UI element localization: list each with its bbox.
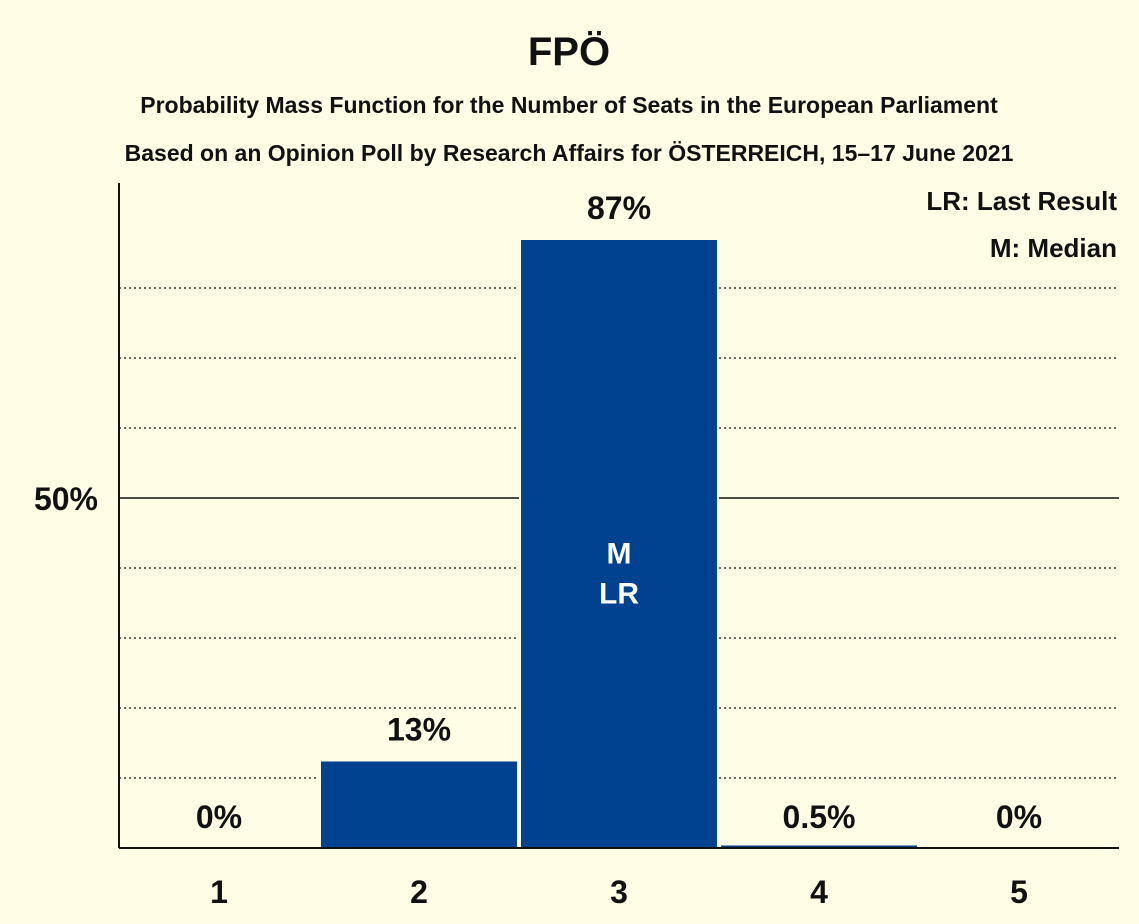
x-tick-label-5: 5 bbox=[1010, 874, 1028, 910]
value-label-seat-3: 87% bbox=[587, 190, 651, 226]
chart-subtitle-line-2: Based on an Opinion Poll by Research Aff… bbox=[125, 140, 1014, 166]
value-label-seat-1: 0% bbox=[196, 799, 242, 835]
value-label-seat-5: 0% bbox=[996, 799, 1042, 835]
legend-last-result: LR: Last Result bbox=[926, 186, 1117, 216]
x-tick-label-3: 3 bbox=[610, 874, 628, 910]
y-tick-label-50: 50% bbox=[34, 481, 98, 517]
axes bbox=[118, 183, 1119, 849]
value-label-seat-4: 0.5% bbox=[783, 799, 856, 835]
labels: 50% 0% 1 13% 2 87% 3 M LR 0.5% 4 0% 5 bbox=[34, 190, 1042, 910]
x-tick-label-4: 4 bbox=[810, 874, 828, 910]
value-label-seat-2: 13% bbox=[387, 712, 451, 748]
chart-subtitle-line-1: Probability Mass Function for the Number… bbox=[140, 92, 998, 118]
chart-title: FPÖ bbox=[528, 29, 610, 74]
median-marker: M bbox=[607, 538, 632, 571]
x-tick-label-2: 2 bbox=[410, 874, 428, 910]
bar-seat-3 bbox=[519, 238, 719, 849]
last-result-marker: LR bbox=[599, 578, 639, 611]
x-tick-label-1: 1 bbox=[210, 874, 228, 910]
bars bbox=[319, 238, 919, 849]
bar-seat-2 bbox=[319, 759, 519, 849]
legend-median: M: Median bbox=[990, 233, 1117, 263]
